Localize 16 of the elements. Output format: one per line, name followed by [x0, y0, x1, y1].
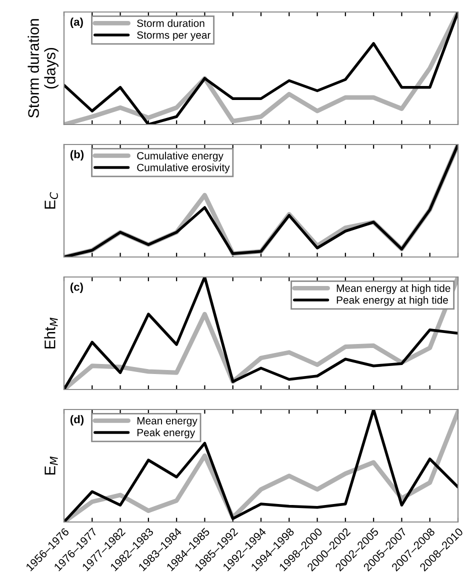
- y-axis-title: E$_{C}$: [44, 192, 58, 209]
- legend-label: Peak energy at high tide: [336, 296, 448, 306]
- chart-title: (b): [70, 150, 84, 160]
- legend-label: Storm duration: [137, 19, 204, 27]
- legend-label: Cumulative erosivity: [137, 164, 230, 174]
- y-axis-title: Storm duration (days): [28, 19, 58, 118]
- legend-label: Mean energy: [137, 417, 198, 426]
- chart-title: (a): [70, 18, 83, 28]
- y-axis-title: E$_{M}$: [44, 456, 58, 475]
- y-axis-title: Eht$_{M}$: [44, 318, 58, 348]
- chart-title: (c): [70, 282, 83, 293]
- legend-label: Mean energy at high tide: [336, 284, 450, 294]
- legend-label: Cumulative energy: [137, 152, 224, 162]
- legend-label: Storms per year: [137, 31, 211, 41]
- legend-label: Peak energy: [137, 428, 196, 438]
- chart-title: (d): [70, 415, 84, 426]
